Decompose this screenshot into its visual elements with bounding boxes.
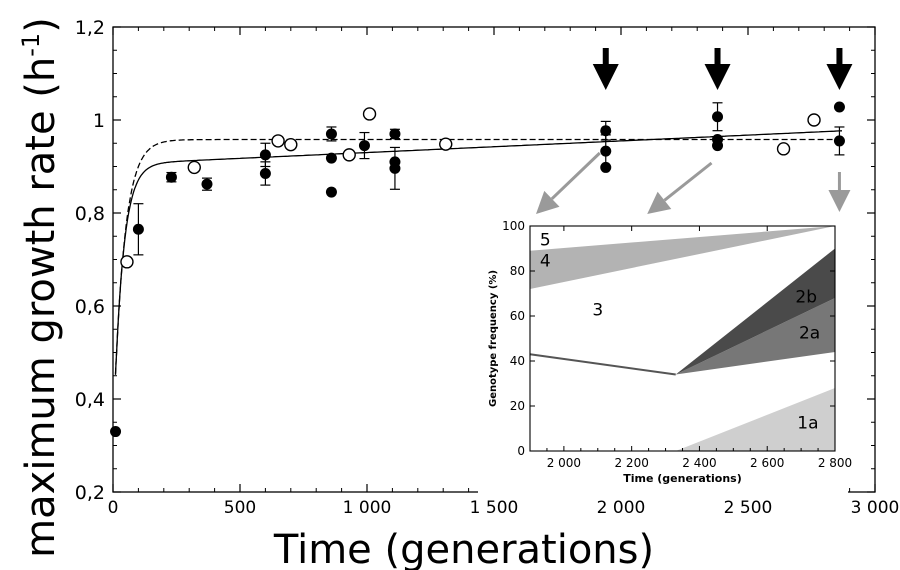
data-point-filled: [600, 145, 612, 157]
y-axis-label: maximum growth rate (h-1): [17, 17, 64, 558]
data-point-filled: [110, 426, 122, 438]
sample-arrow-shaft: [602, 48, 609, 68]
data-point-filled: [259, 149, 271, 161]
inset-x-tick-label: 2 200: [614, 456, 648, 470]
data-point-filled: [325, 186, 337, 198]
data-point-open: [271, 134, 285, 148]
sample-arrow-head: [826, 64, 853, 90]
data-point-filled: [165, 171, 177, 183]
sample-arrow-shaft: [714, 48, 721, 68]
data-point-filled: [600, 125, 612, 137]
inset-x-tick-label: 2 400: [682, 456, 716, 470]
genotype-label-5: 5: [540, 231, 551, 251]
genotype-region-2b: [675, 248, 835, 375]
data-point-open: [187, 160, 201, 175]
inset-x-tick-label: 2 600: [750, 456, 784, 470]
inset-pointer-arrow-shaft: [663, 161, 713, 202]
genotype-label-2a: 2a: [799, 324, 820, 344]
data-point-open: [439, 137, 453, 151]
sample-arrow-shaft: [836, 48, 843, 68]
data-point-filled: [325, 128, 337, 140]
data-point-filled: [833, 135, 845, 147]
data-point-open: [342, 148, 356, 162]
data-point-filled: [833, 101, 845, 113]
genotype-label-2b: 2b: [795, 288, 817, 308]
x-axis-label: Time (generations): [273, 527, 654, 570]
inset-pointer-arrow-head: [647, 191, 672, 214]
inset-y-tick-label: 60: [510, 309, 525, 323]
data-point-open: [807, 113, 821, 127]
data-point-filled: [712, 111, 724, 123]
inset-x-tick-label: 2 800: [818, 456, 852, 470]
data-point-filled: [358, 140, 370, 152]
inset-y-tick-label: 20: [510, 399, 525, 413]
data-point-filled: [600, 161, 612, 173]
data-point-filled: [132, 223, 144, 235]
genotype-label-1a: 1a: [797, 414, 818, 434]
genotype-region-1a: [675, 388, 835, 451]
inset-pointer-arrow-head: [828, 190, 851, 212]
sample-arrow-head: [592, 64, 619, 90]
data-point-filled: [201, 178, 213, 190]
inset-x-tick-label: 2 000: [547, 456, 581, 470]
data-point-open: [362, 107, 377, 121]
main-chart: 0 500 1 000 1 500 2 000 2 500 3 000 0,2 0,4 0,6 0,…: [17, 17, 899, 570]
x-tick-label: 2 000: [597, 498, 646, 518]
data-point-filled: [325, 152, 337, 164]
inset-y-tick-label: 40: [510, 354, 525, 368]
genotype-boundary-line: [529, 353, 676, 376]
data-point-filled: [389, 128, 401, 140]
inset-y-tick-label: 0: [517, 444, 525, 458]
inset-y-tick-label: 80: [510, 264, 525, 278]
y-tick-label: 0,4: [75, 389, 105, 411]
x-tick-label: 0: [108, 498, 119, 518]
x-tick-label: 1 000: [343, 498, 392, 518]
y-tick-label: 0,8: [75, 203, 105, 225]
x-tick-label: 2 500: [724, 498, 773, 518]
y-tick-label: 1: [93, 110, 105, 132]
inset-x-axis-label: Time (generations): [623, 472, 742, 485]
data-point-open: [284, 137, 298, 152]
x-tick-label: 3 000: [851, 498, 900, 518]
x-tick-label: 1 500: [470, 498, 519, 518]
data-point-filled: [712, 140, 724, 152]
y-tick-label: 1,2: [75, 17, 105, 39]
data-point-filled: [259, 167, 271, 179]
data-point-filled: [389, 162, 401, 174]
data-point-open: [120, 255, 134, 269]
genotype-label-3: 3: [592, 300, 603, 320]
inset-chart: 2 000 2 200 2 400 2 600 2 800 0 20 40 60 80 100 Tim…: [478, 151, 852, 493]
genotype-label-4: 4: [540, 252, 551, 272]
genotype-region-4: [530, 226, 835, 289]
inset-y-tick-label: 100: [502, 219, 525, 233]
inset-pointer-arrow-shaft: [550, 151, 601, 200]
inset-pointer-arrow-head: [536, 190, 560, 214]
fit-curve-dashed: [114, 138, 842, 374]
genotype-region-2a: [675, 298, 835, 375]
y-tick-label: 0,2: [75, 482, 105, 504]
x-tick-label: 500: [224, 498, 256, 518]
data-point-open: [776, 142, 791, 156]
y-tick-label: 0,6: [75, 296, 105, 318]
sample-arrow-head: [704, 64, 731, 90]
inset-y-axis-label: Genotype frequency (%): [488, 270, 499, 407]
